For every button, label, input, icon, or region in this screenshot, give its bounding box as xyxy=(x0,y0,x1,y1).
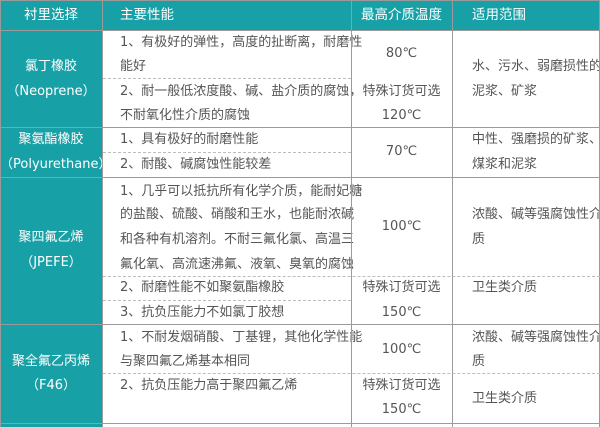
cell-props: 氟化氧、高流速沸氟、液氧、臭氧的腐蚀 xyxy=(120,257,355,272)
cell-temp: 150℃ xyxy=(381,305,422,320)
row-divider xyxy=(0,30,600,31)
cell-props: 3、抗负压能力不如氯丁胶想 xyxy=(120,305,285,320)
header-row xyxy=(0,0,600,30)
cell-props: 2、耐一般低浓度酸、碱、盐介质的腐蚀， xyxy=(120,84,363,99)
column-divider xyxy=(452,0,453,427)
cell-props: 1、有极好的弹性，高度的扯断离，耐磨性 xyxy=(120,35,363,50)
cell-material: 聚四氟乙烯 xyxy=(18,230,84,245)
column-header: 主要性能 xyxy=(120,7,174,23)
cell-material: （F46） xyxy=(25,378,77,393)
cell-usage: 中性、强磨损的矿浆、 xyxy=(472,132,600,147)
cell-material: （Neoprene） xyxy=(6,84,96,99)
cell-material: 氯丁橡胶 xyxy=(24,59,77,74)
cell-props: 的盐酸、硫酸、硝酸和王水，也能耐浓碱 xyxy=(120,207,355,222)
material-column xyxy=(0,30,102,427)
cell-usage: 卫生类介质 xyxy=(472,280,538,295)
table-border xyxy=(0,423,600,424)
sub-row-divider xyxy=(103,373,600,374)
row-divider xyxy=(0,324,600,325)
cell-temp: 100℃ xyxy=(381,342,422,357)
sub-row-divider xyxy=(103,152,351,153)
cell-temp: 特殊订货可选 xyxy=(362,280,441,295)
sub-row-divider xyxy=(103,276,600,277)
cell-props: 2、耐磨性能不如聚氨酯橡胶 xyxy=(120,280,285,295)
table-border xyxy=(0,0,1,427)
cell-props: 1、不耐发烟硝酸、丁基锂，其他化学性能 xyxy=(120,330,363,345)
cell-usage: 泥浆、矿浆 xyxy=(472,84,538,99)
cell-props: 和各种有机溶剂。不耐三氟化氯、高温三 xyxy=(120,232,355,247)
cell-usage: 水、污水、弱磨损性的 xyxy=(472,59,600,74)
cell-material: 聚氨酯橡胶 xyxy=(18,132,84,147)
cell-temp: 150℃ xyxy=(381,402,422,417)
column-header: 适用范围 xyxy=(472,7,526,23)
cell-usage: 煤浆和泥浆 xyxy=(472,157,538,172)
cell-usage: 卫生类介质 xyxy=(472,391,538,406)
cell-props: 能好 xyxy=(120,59,147,74)
cell-temp: 70℃ xyxy=(385,144,418,159)
row-divider xyxy=(0,177,600,178)
cell-props: 2、耐酸、碱腐蚀性能较差 xyxy=(120,157,272,172)
cell-material: 聚全氟乙丙烯 xyxy=(11,354,90,369)
sub-row-divider xyxy=(103,300,351,301)
cell-temp: 特殊订货可选 xyxy=(362,84,441,99)
row-divider xyxy=(0,127,600,128)
cell-material: （Polyurethane） xyxy=(0,157,112,172)
column-divider xyxy=(102,0,103,427)
sub-row-divider xyxy=(103,78,351,79)
cell-material: （JPEFE） xyxy=(20,255,82,270)
cell-props: 1、具有极好的耐磨性能 xyxy=(120,132,259,147)
cell-temp: 特殊订货可选 xyxy=(362,378,441,393)
cell-temp: 120℃ xyxy=(381,108,422,123)
column-header: 衬里选择 xyxy=(24,7,78,23)
cell-props: 不耐氧化性介质的腐蚀 xyxy=(120,108,251,123)
cell-usage: 浓酸、碱等强腐蚀性介 xyxy=(472,330,600,345)
cell-usage: 浓酸、碱等强腐蚀性介 xyxy=(472,207,600,222)
table-border xyxy=(0,0,600,1)
cell-usage: 质 xyxy=(472,354,486,369)
cell-temp: 80℃ xyxy=(385,46,418,61)
cell-temp: 100℃ xyxy=(381,219,422,234)
cell-props: 与聚四氟乙烯基本相同 xyxy=(120,354,251,369)
column-header: 最高介质温度 xyxy=(361,7,442,23)
cell-props: 1、几乎可以抵抗所有化学介质，能耐妃糖 xyxy=(120,184,363,199)
column-divider xyxy=(351,0,352,427)
cell-usage: 质 xyxy=(472,232,486,247)
cell-props: 2、抗负压能力高于聚四氟乙烯 xyxy=(120,378,298,393)
